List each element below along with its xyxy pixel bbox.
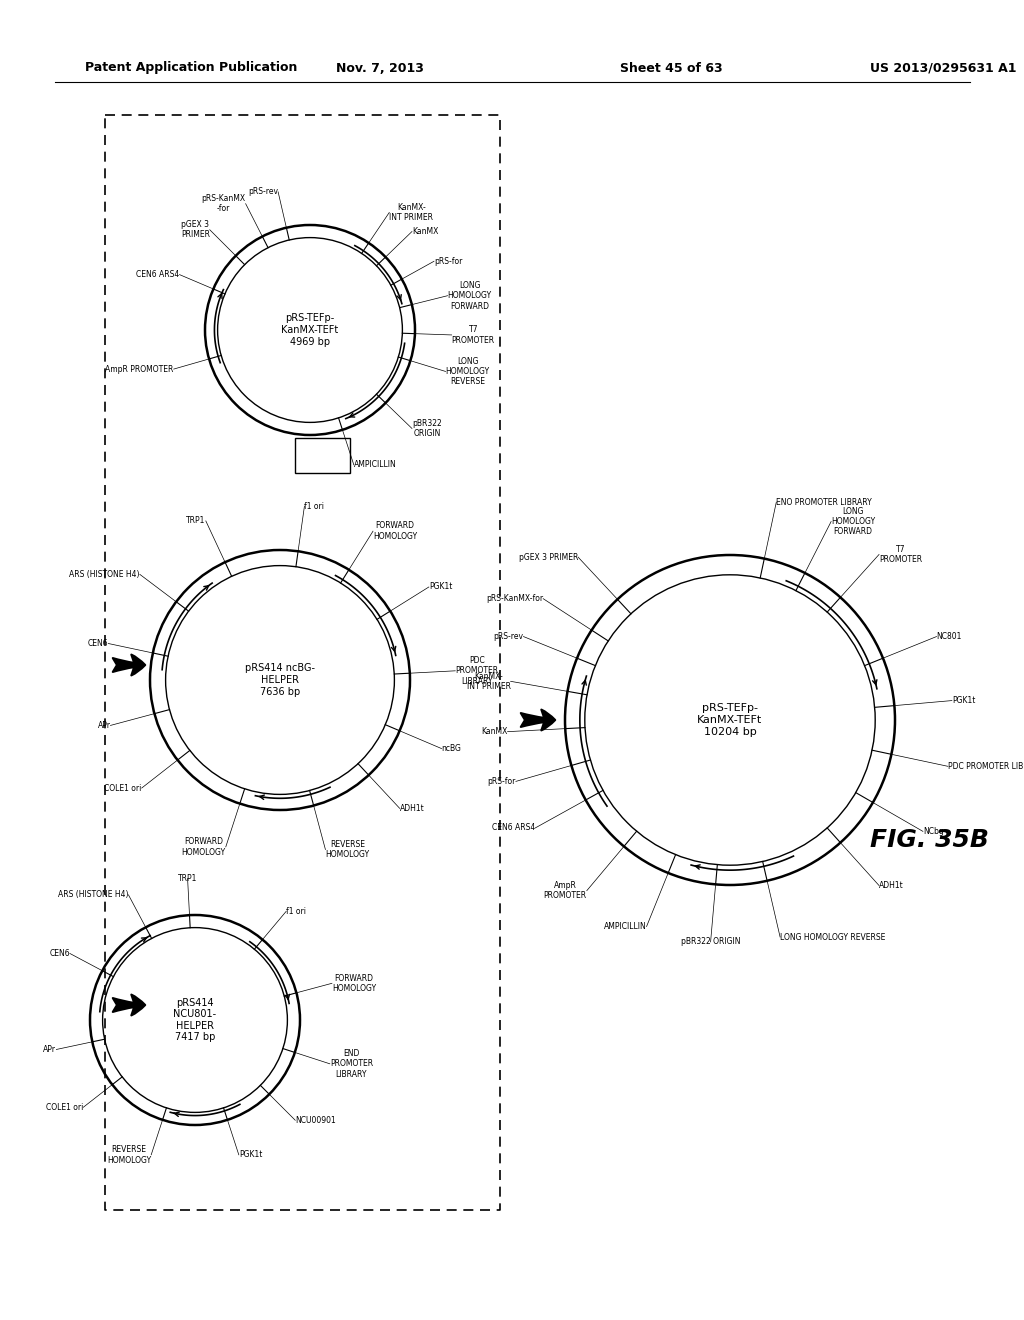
Text: ADH1t: ADH1t [879, 880, 904, 890]
Text: pBR322 ORIGIN: pBR322 ORIGIN [681, 937, 740, 946]
Text: ENO PROMOTER LIBRARY: ENO PROMOTER LIBRARY [776, 498, 872, 507]
Text: US 2013/0295631 A1: US 2013/0295631 A1 [870, 62, 1017, 74]
Text: Patent Application Publication: Patent Application Publication [85, 62, 297, 74]
Text: ARS (HISTONE H4): ARS (HISTONE H4) [58, 891, 128, 899]
Text: pRS414
NCU801-
HELPER
7417 bp: pRS414 NCU801- HELPER 7417 bp [173, 998, 216, 1043]
Text: pRS-rev: pRS-rev [494, 632, 523, 642]
Text: LONG
HOMOLOGY
FORWARD: LONG HOMOLOGY FORWARD [831, 507, 876, 536]
Text: AmpR
PROMOTER: AmpR PROMOTER [544, 880, 587, 900]
Text: ncBG: ncBG [441, 744, 462, 754]
Text: pBR322
ORIGIN: pBR322 ORIGIN [412, 418, 441, 438]
Text: KanMX: KanMX [481, 727, 508, 737]
Text: PGK1t: PGK1t [239, 1150, 262, 1159]
Text: AMPICILLIN: AMPICILLIN [604, 923, 646, 931]
Text: pRS-KanMX-for: pRS-KanMX-for [486, 594, 543, 603]
Text: LONG
HOMOLOGY
FORWARD: LONG HOMOLOGY FORWARD [447, 281, 492, 310]
Text: REVERSE
HOMOLOGY: REVERSE HOMOLOGY [108, 1146, 152, 1164]
Text: NCU00901: NCU00901 [295, 1115, 336, 1125]
Text: Nov. 7, 2013: Nov. 7, 2013 [336, 62, 424, 74]
Text: TRP1: TRP1 [178, 874, 198, 883]
Text: LONG HOMOLOGY REVERSE: LONG HOMOLOGY REVERSE [780, 932, 886, 941]
Text: KanMX-
INT PRIMER: KanMX- INT PRIMER [467, 672, 511, 690]
Text: KanMX-
INT PRIMER: KanMX- INT PRIMER [389, 203, 433, 222]
Text: PDC PROMOTER LIBRARY: PDC PROMOTER LIBRARY [948, 762, 1024, 771]
Text: AmpR PROMOTER: AmpR PROMOTER [105, 364, 174, 374]
Text: pRS414 ncBG-
HELPER
7636 bp: pRS414 ncBG- HELPER 7636 bp [245, 664, 315, 697]
Text: NCbg: NCbg [923, 826, 944, 836]
Text: CEN6: CEN6 [49, 949, 70, 958]
Bar [295, 438, 350, 473]
Text: T7
PROMOTER: T7 PROMOTER [452, 325, 495, 345]
Text: CEN6: CEN6 [88, 639, 109, 648]
Text: REVERSE
HOMOLOGY: REVERSE HOMOLOGY [326, 840, 370, 859]
Text: END
PROMOTER
LIBRARY: END PROMOTER LIBRARY [330, 1049, 373, 1078]
Text: CEN6 ARS4: CEN6 ARS4 [492, 824, 536, 833]
Text: pRS-KanMX
-for: pRS-KanMX -for [202, 194, 246, 214]
Text: PDC
PROMOTER
LIBRARY: PDC PROMOTER LIBRARY [456, 656, 499, 685]
Text: TRP1: TRP1 [186, 516, 206, 525]
Text: FIG. 35B: FIG. 35B [870, 828, 989, 851]
Text: KanMX: KanMX [412, 227, 438, 236]
Text: pRS-TEFp-
KanMX-TEFt
4969 bp: pRS-TEFp- KanMX-TEFt 4969 bp [282, 313, 339, 347]
Text: APr: APr [43, 1045, 56, 1053]
Text: NC801: NC801 [937, 632, 962, 642]
Text: LONG
HOMOLOGY
REVERSE: LONG HOMOLOGY REVERSE [445, 356, 489, 387]
Text: AMPICILLIN: AMPICILLIN [354, 461, 396, 470]
Text: pGEX 3
PRIMER: pGEX 3 PRIMER [181, 220, 210, 239]
Text: FORWARD
HOMOLOGY: FORWARD HOMOLOGY [181, 837, 225, 857]
Text: pRS-TEFp-
KanMX-TEFt
10204 bp: pRS-TEFp- KanMX-TEFt 10204 bp [697, 704, 763, 737]
Text: ADH1t: ADH1t [399, 804, 424, 813]
Text: APr: APr [97, 721, 111, 730]
Text: FORWARD
HOMOLOGY: FORWARD HOMOLOGY [332, 974, 376, 993]
Text: PGK1t: PGK1t [952, 696, 975, 705]
Text: pRS-rev: pRS-rev [248, 187, 279, 197]
Text: pRS-for: pRS-for [487, 777, 516, 785]
Text: COLE1 ori: COLE1 ori [104, 784, 141, 792]
Text: f1 ori: f1 ori [304, 502, 325, 511]
Text: Sheet 45 of 63: Sheet 45 of 63 [620, 62, 723, 74]
Text: pGEX 3 PRIMER: pGEX 3 PRIMER [519, 553, 579, 561]
Text: FORWARD
HOMOLOGY: FORWARD HOMOLOGY [373, 521, 417, 541]
Text: COLE1 ori: COLE1 ori [46, 1102, 83, 1111]
Text: PGK1t: PGK1t [429, 582, 453, 591]
Text: ARS (HISTONE H4): ARS (HISTONE H4) [70, 570, 140, 579]
Text: CEN6 ARS4: CEN6 ARS4 [136, 271, 179, 279]
Text: T7
PROMOTER: T7 PROMOTER [879, 545, 923, 564]
Text: pRS-for: pRS-for [434, 257, 463, 265]
Text: f1 ori: f1 ori [286, 907, 306, 916]
